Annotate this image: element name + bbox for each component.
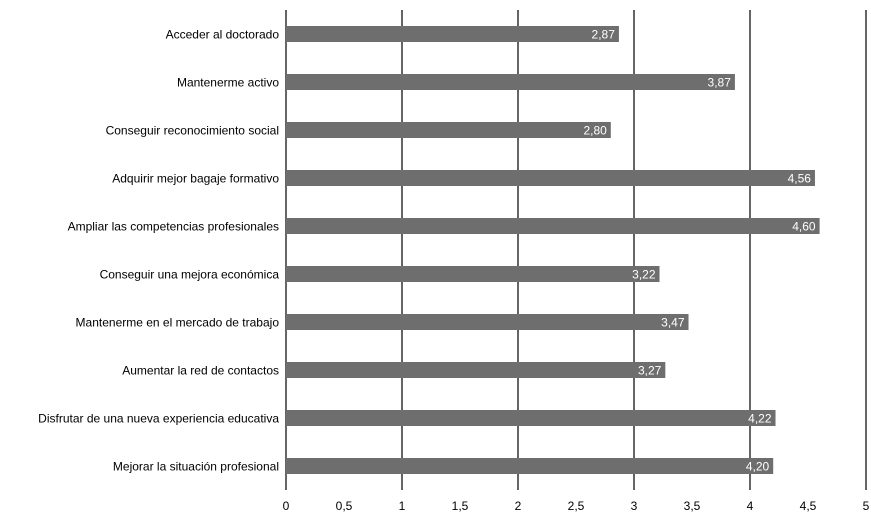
data-label: 2,80 (583, 124, 607, 138)
category-labels: Acceder al doctorado Mantenerme activo Con… (38, 28, 279, 474)
x-tick-label: 3,5 (684, 499, 701, 513)
x-tick-label: 0,5 (336, 499, 353, 513)
x-tick-label: 1 (399, 499, 406, 513)
x-tick-labels: 0 0,5 1 1,5 2 2,5 3 3,5 4 4,5 5 (283, 499, 870, 513)
x-tick-label: 4 (747, 499, 754, 513)
x-tick-label: 5 (863, 499, 870, 513)
x-tick-label: 0 (283, 499, 290, 513)
data-label: 3,87 (708, 76, 732, 90)
data-label: 4,20 (746, 460, 770, 474)
bar (286, 314, 689, 330)
x-tick-label: 1,5 (452, 499, 469, 513)
data-label: 4,60 (792, 220, 816, 234)
x-tick-label: 3 (631, 499, 638, 513)
bar (286, 218, 820, 234)
category-label: Acceder al doctorado (166, 28, 280, 42)
category-label: Disfrutar de una nueva experiencia educa… (38, 412, 279, 426)
bar (286, 74, 735, 90)
data-label: 4,56 (788, 172, 812, 186)
bar (286, 26, 619, 42)
category-label: Conseguir una mejora económica (100, 268, 280, 282)
data-label: 3,27 (638, 364, 662, 378)
bar (286, 122, 611, 138)
bar (286, 410, 776, 426)
data-label: 3,47 (661, 316, 685, 330)
category-label: Mantenerme activo (177, 76, 279, 90)
category-label: Mantenerme en el mercado de trabajo (76, 316, 280, 330)
x-tick-label: 2 (515, 499, 522, 513)
category-label: Conseguir reconocimiento social (106, 124, 279, 138)
category-label: Adquirir mejor bagaje formativo (112, 172, 279, 186)
bar (286, 170, 815, 186)
bar (286, 362, 665, 378)
data-label: 2,87 (592, 28, 616, 42)
x-tick-label: 2,5 (568, 499, 585, 513)
category-label: Aumentar la red de contactos (122, 364, 279, 378)
data-label: 3,22 (632, 268, 656, 282)
data-labels: 2,87 3,87 2,80 4,56 4,60 3,22 3,47 3,27 4,22 4,20 (583, 28, 815, 474)
bars (286, 26, 820, 474)
data-label: 4,22 (748, 412, 772, 426)
category-label: Ampliar las competencias profesionales (68, 220, 279, 234)
x-tick-label: 4,5 (800, 499, 817, 513)
bar (286, 458, 773, 474)
bar (286, 266, 660, 282)
category-label: Mejorar la situación profesional (113, 460, 279, 474)
